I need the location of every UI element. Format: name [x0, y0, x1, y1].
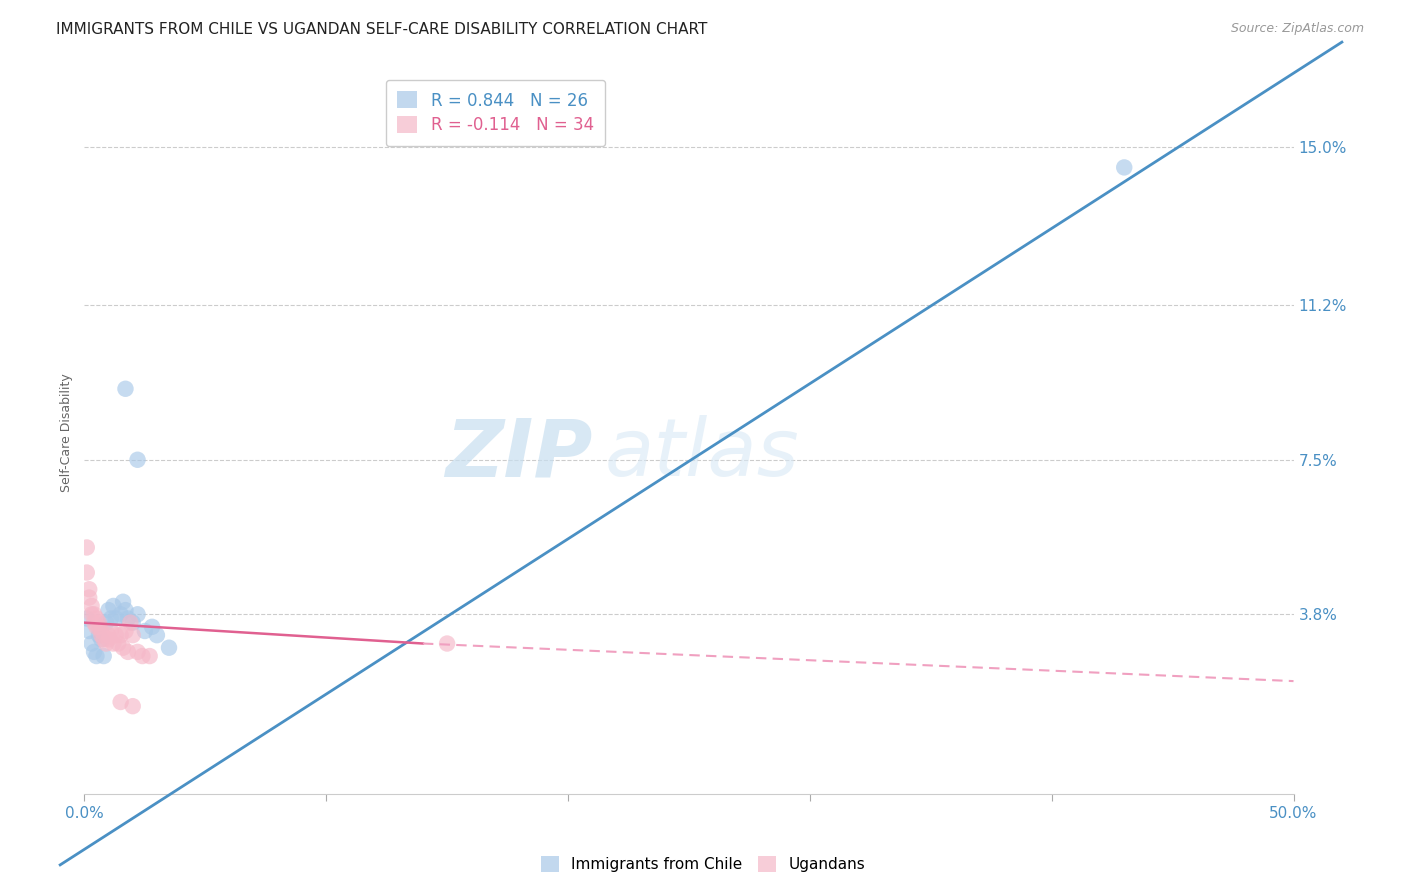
- Point: [90, 632, 112, 647]
- Point: [83, 615, 105, 630]
- Point: [94, 636, 117, 650]
- Point: [114, 603, 136, 617]
- Point: [141, 620, 163, 634]
- Point: [127, 452, 149, 467]
- Point: [146, 628, 169, 642]
- Legend: R = 0.844   N = 26, R = -0.114   N = 34: R = 0.844 N = 26, R = -0.114 N = 34: [385, 79, 606, 146]
- Point: [436, 636, 458, 650]
- Point: [131, 648, 153, 663]
- Point: [86, 620, 108, 634]
- Text: ZIP: ZIP: [444, 416, 592, 493]
- Point: [100, 624, 122, 638]
- Point: [110, 628, 132, 642]
- Point: [104, 628, 127, 642]
- Point: [76, 541, 98, 555]
- Point: [90, 628, 112, 642]
- Point: [76, 566, 98, 580]
- Point: [97, 628, 120, 642]
- Point: [86, 648, 108, 663]
- Point: [114, 624, 136, 638]
- Point: [77, 624, 100, 638]
- Point: [90, 624, 112, 638]
- Point: [77, 591, 100, 605]
- Point: [110, 695, 132, 709]
- Point: [87, 615, 110, 630]
- Point: [117, 645, 139, 659]
- Point: [112, 640, 135, 655]
- Point: [87, 628, 110, 642]
- Point: [138, 648, 160, 663]
- Point: [121, 628, 143, 642]
- Text: Source: ZipAtlas.com: Source: ZipAtlas.com: [1230, 22, 1364, 36]
- Legend: Immigrants from Chile, Ugandans: Immigrants from Chile, Ugandans: [533, 848, 873, 880]
- Point: [83, 645, 105, 659]
- Point: [97, 603, 120, 617]
- Point: [1114, 161, 1136, 175]
- Point: [134, 624, 156, 638]
- Point: [80, 636, 103, 650]
- Point: [83, 607, 105, 622]
- Text: IMMIGRANTS FROM CHILE VS UGANDAN SELF-CARE DISABILITY CORRELATION CHART: IMMIGRANTS FROM CHILE VS UGANDAN SELF-CA…: [56, 22, 707, 37]
- Point: [112, 595, 135, 609]
- Point: [103, 599, 125, 613]
- Point: [93, 632, 115, 647]
- Point: [127, 607, 149, 622]
- Point: [77, 582, 100, 597]
- Point: [117, 611, 139, 625]
- Point: [76, 611, 98, 625]
- Point: [127, 645, 149, 659]
- Point: [103, 636, 125, 650]
- Point: [94, 615, 117, 630]
- Point: [110, 607, 132, 622]
- Point: [104, 611, 127, 625]
- Point: [93, 648, 115, 663]
- Point: [86, 611, 108, 625]
- Point: [157, 640, 180, 655]
- Point: [87, 620, 110, 634]
- Text: atlas: atlas: [605, 416, 799, 493]
- Point: [80, 599, 103, 613]
- Point: [107, 636, 129, 650]
- Y-axis label: Self-Care Disability: Self-Care Disability: [59, 373, 73, 492]
- Point: [97, 632, 120, 647]
- Point: [100, 611, 122, 625]
- Point: [80, 607, 103, 622]
- Point: [121, 615, 143, 630]
- Point: [120, 615, 142, 630]
- Point: [121, 699, 143, 714]
- Point: [114, 382, 136, 396]
